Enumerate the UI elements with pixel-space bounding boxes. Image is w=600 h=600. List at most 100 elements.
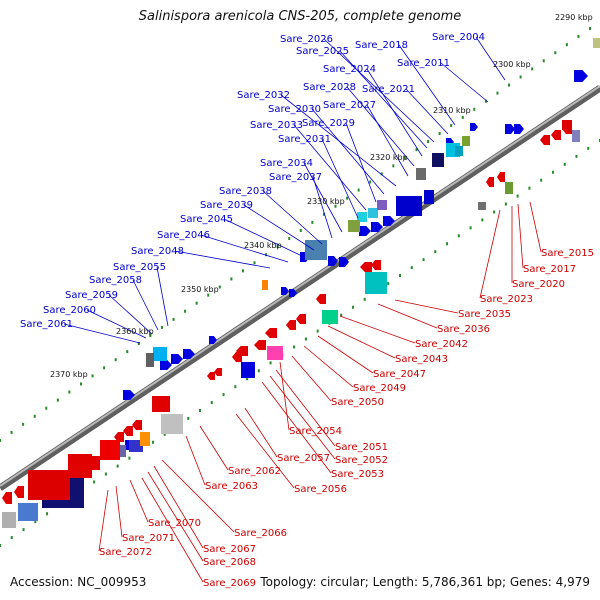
tick-mark (187, 416, 190, 420)
reverse-gene-arrow (371, 260, 381, 270)
tick-mark (114, 358, 117, 362)
tick-mark (357, 188, 360, 192)
feature-box (146, 353, 154, 367)
bottom-label-leader (98, 489, 109, 552)
feature-box (153, 347, 167, 361)
feature-box (262, 280, 268, 290)
top-gene-label: Sare_2045 (180, 214, 233, 225)
top-label-leader (200, 234, 289, 263)
feature-box (572, 130, 580, 142)
tick-mark (496, 91, 499, 95)
tick-mark (493, 210, 496, 214)
tick-mark (311, 220, 314, 224)
tick-mark (410, 266, 413, 270)
genome-backbone-highlight (0, 85, 600, 487)
tick-mark (257, 369, 260, 373)
tick-mark (253, 261, 256, 265)
tick-mark (351, 305, 354, 309)
tick-mark (172, 317, 175, 321)
kbp-tick-label: 2370 kbp (50, 370, 88, 379)
top-label-leader (440, 62, 489, 103)
forward-gene-box (305, 240, 327, 260)
bottom-label-leader (199, 425, 229, 471)
bottom-label-leader (235, 413, 295, 489)
bottom-gene-label: Sare_2062 (228, 466, 281, 477)
top-label-leader (174, 250, 271, 269)
reverse-gene-arrow (207, 372, 215, 380)
top-gene-label: Sare_2026 (280, 34, 333, 45)
tick-mark (128, 456, 131, 460)
bottom-gene-label: Sare_2049 (353, 383, 406, 394)
bottom-gene-label: Sare_2053 (331, 469, 384, 480)
bottom-gene-label: Sare_2051 (335, 442, 388, 453)
feature-box (593, 38, 600, 48)
tick-mark (380, 172, 383, 176)
reverse-gene-box (68, 454, 92, 478)
top-label-leader (366, 68, 423, 157)
top-label-leader (366, 104, 409, 177)
feature-box (462, 136, 470, 146)
top-gene-label: Sare_2011 (397, 58, 450, 69)
tick-mark (246, 377, 249, 381)
tick-mark (540, 178, 543, 182)
reverse-gene-box (562, 120, 572, 130)
kbp-tick-label: 2290 kbp (555, 13, 593, 22)
tick-mark (184, 309, 187, 313)
bottom-label-leader (153, 465, 204, 549)
bottom-gene-label: Sare_2035 (458, 309, 511, 320)
bottom-label-leader (244, 407, 278, 458)
bottom-label-leader (115, 485, 123, 538)
top-label-leader (303, 162, 343, 233)
tick-mark (346, 196, 349, 200)
reverse-gene-box (28, 470, 70, 500)
forward-gene-box (129, 440, 143, 452)
feature-box (365, 272, 387, 294)
kbp-tick-label: 2310 kbp (433, 106, 471, 115)
tick-mark (403, 156, 406, 160)
tick-mark (93, 480, 96, 484)
bottom-gene-label: Sare_2052 (335, 455, 388, 466)
top-gene-label: Sare_2037 (269, 172, 322, 183)
feature-box (416, 168, 426, 180)
forward-gene-arrow (470, 123, 478, 131)
tick-mark (304, 337, 307, 341)
genome-summary-text: Topology: circular; Length: 5,786,361 bp… (260, 575, 590, 589)
bottom-label-leader (317, 335, 374, 374)
tick-mark (516, 194, 519, 198)
reverse-gene-arrow (360, 262, 372, 272)
genome-backbone (0, 85, 600, 491)
bottom-gene-label: Sare_2015 (541, 248, 594, 259)
top-label-leader (345, 122, 377, 203)
top-gene-label: Sare_2038 (219, 186, 272, 197)
top-gene-label: Sare_2034 (260, 158, 313, 169)
bottom-gene-label: Sare_2043 (395, 354, 448, 365)
bottom-gene-label: Sare_2020 (512, 279, 565, 290)
reverse-gene-arrow (123, 426, 133, 436)
tick-mark (103, 366, 106, 370)
bottom-gene-label: Sare_2071 (122, 533, 175, 544)
tick-mark (218, 285, 221, 289)
tick-mark (316, 329, 319, 333)
forward-gene-arrow (383, 216, 395, 226)
forward-gene-arrow (183, 349, 195, 359)
tick-mark (195, 301, 198, 305)
bottom-label-leader (291, 355, 332, 402)
bottom-gene-label: Sare_2057 (277, 453, 330, 464)
tick-mark (457, 234, 460, 238)
reverse-gene-arrow (486, 177, 494, 187)
top-label-leader (323, 38, 435, 143)
forward-gene-arrow (339, 257, 349, 267)
bottom-label-leader (261, 381, 332, 474)
tick-mark (46, 512, 49, 516)
tick-mark (276, 245, 279, 249)
tick-mark (33, 414, 36, 418)
reverse-gene-arrow (316, 294, 326, 304)
reverse-gene-arrow (114, 432, 124, 442)
tick-mark (0, 544, 1, 547)
tick-mark (473, 107, 476, 111)
top-label-leader (293, 124, 367, 211)
feature-box (140, 432, 150, 446)
top-label-leader (346, 86, 415, 167)
feature-box (267, 346, 283, 360)
top-label-leader (108, 294, 153, 335)
